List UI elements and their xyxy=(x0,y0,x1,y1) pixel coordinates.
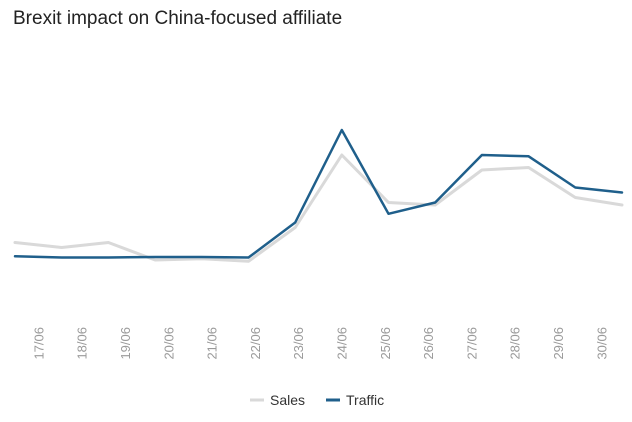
x-axis-ticks: 17/06 18/06 19/06 20/06 21/06 22/06 23/06 24/06… xyxy=(31,327,609,360)
x-tick-label: 23/06 xyxy=(291,327,306,360)
series-line-traffic xyxy=(13,128,624,259)
series-layer xyxy=(13,128,624,263)
x-tick-label: 29/06 xyxy=(551,327,566,360)
x-tick-label: 28/06 xyxy=(508,327,523,360)
x-tick-label: 21/06 xyxy=(205,327,220,360)
x-tick-label: 26/06 xyxy=(421,327,436,360)
x-tick-label: 27/06 xyxy=(464,327,479,360)
legend-label-sales: Sales xyxy=(270,392,305,408)
x-tick-label: 20/06 xyxy=(161,327,176,360)
chart-title: Brexit impact on China-focused affiliate xyxy=(13,8,343,29)
x-tick-label: 25/06 xyxy=(378,327,393,360)
x-tick-label: 18/06 xyxy=(75,327,90,360)
x-tick-label: 22/06 xyxy=(248,327,263,360)
x-tick-label: 17/06 xyxy=(31,327,46,360)
x-tick-label: 19/06 xyxy=(118,327,133,360)
series-line-sales xyxy=(13,153,624,263)
x-tick-label: 24/06 xyxy=(335,327,350,360)
x-tick-label: 30/06 xyxy=(594,327,609,360)
legend: Sales Traffic xyxy=(250,392,384,408)
legend-label-traffic: Traffic xyxy=(346,392,384,408)
